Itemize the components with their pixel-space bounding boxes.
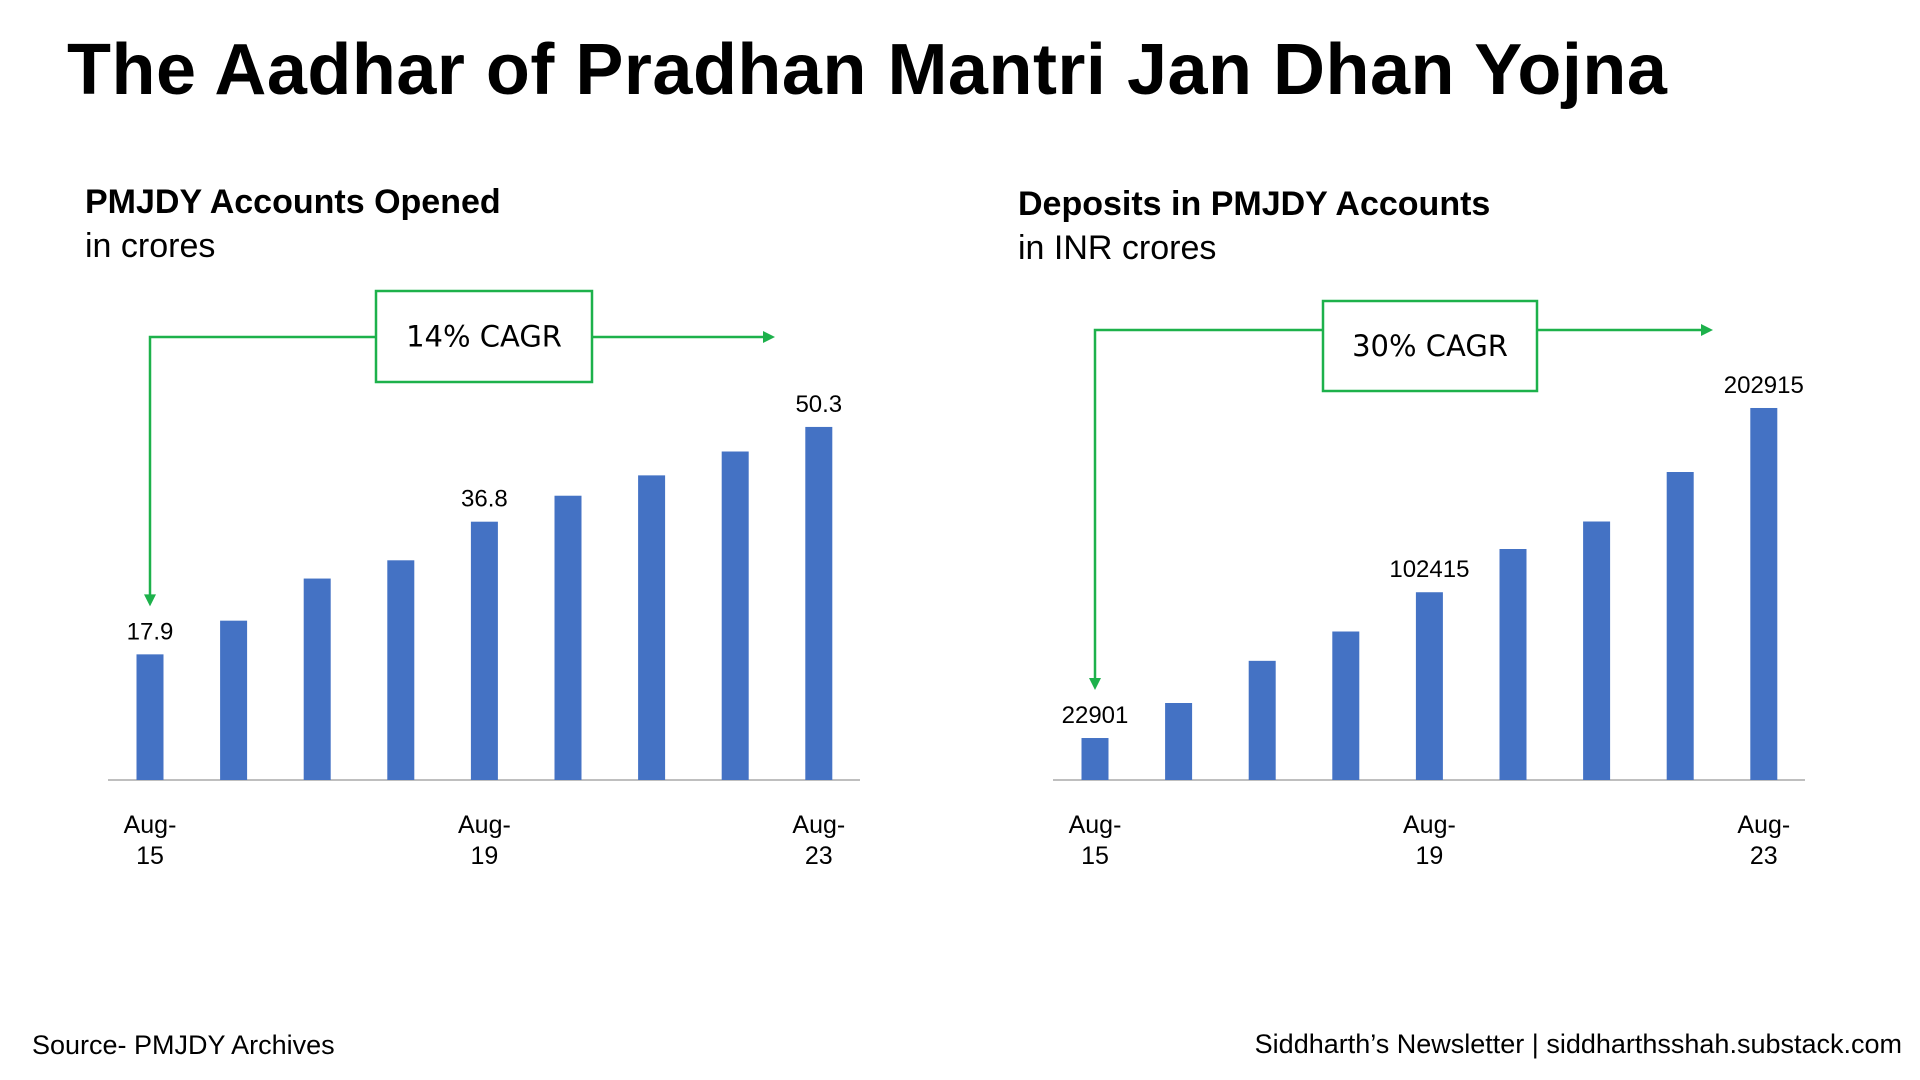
cagr-connector-left bbox=[1093, 328, 1323, 681]
x-tick-label: Aug- bbox=[124, 811, 177, 839]
x-tick-label: 15 bbox=[136, 842, 164, 870]
bar bbox=[1583, 521, 1611, 780]
deposits-chart-plot: 22901 Aug- 15 102415 Aug- 19 202915 Aug- 23 30% C… bbox=[1053, 299, 1805, 870]
page-title: The Aadhar of Pradhan Mantri Jan Dhan Yo… bbox=[67, 30, 1668, 110]
data-label: 202915 bbox=[1724, 372, 1804, 399]
x-tick-label: Aug- bbox=[792, 811, 845, 839]
bar bbox=[136, 654, 164, 780]
arrowhead-right-icon bbox=[763, 331, 775, 343]
bar bbox=[554, 495, 582, 780]
bar bbox=[1332, 631, 1360, 780]
cagr-label: 14% CAGR bbox=[406, 320, 562, 354]
x-tick-label: Aug- bbox=[1737, 811, 1790, 839]
data-label: 102415 bbox=[1389, 556, 1469, 583]
accounts-chart-plot: 17.9 Aug- 15 36.8 Aug- 19 50.3 Aug- 23 14% CAGR bbox=[108, 289, 860, 870]
x-tick-label: 15 bbox=[1081, 842, 1109, 870]
x-tick-label: Aug- bbox=[458, 811, 511, 839]
arrowhead-right-icon bbox=[1701, 324, 1713, 336]
chart-title: PMJDY Accounts Opened bbox=[85, 183, 501, 221]
chart-subtitle: in INR crores bbox=[1018, 229, 1217, 267]
accounts-chart: PMJDY Accounts Opened in crores 17.9 Aug-… bbox=[0, 170, 900, 890]
bar bbox=[1750, 407, 1778, 780]
x-tick-label: 19 bbox=[1415, 842, 1443, 870]
data-label: 36.8 bbox=[461, 486, 508, 513]
bar bbox=[1415, 592, 1443, 780]
cagr-connector-left bbox=[148, 335, 376, 597]
data-label: 17.9 bbox=[127, 618, 174, 645]
bar bbox=[1165, 703, 1193, 780]
bar bbox=[638, 475, 666, 780]
data-label: 50.3 bbox=[795, 391, 842, 418]
arrowhead-down-icon bbox=[1089, 678, 1101, 691]
data-label: 22901 bbox=[1062, 702, 1129, 729]
x-tick-label: Aug- bbox=[1069, 811, 1122, 839]
bar bbox=[805, 426, 833, 780]
x-tick-label: 23 bbox=[805, 842, 833, 870]
bar bbox=[470, 521, 498, 780]
bar bbox=[1081, 738, 1109, 780]
source-note: Source- PMJDY Archives bbox=[32, 1030, 335, 1060]
x-tick-label: 23 bbox=[1750, 842, 1778, 870]
bar bbox=[1499, 549, 1527, 780]
bar bbox=[387, 560, 415, 780]
cagr-box bbox=[1321, 299, 1539, 393]
cagr-label: 30% CAGR bbox=[1352, 329, 1508, 363]
bar bbox=[220, 620, 248, 780]
x-tick-label: Aug- bbox=[1403, 811, 1456, 839]
bar bbox=[1666, 472, 1694, 780]
deposits-chart: Deposits in PMJDY Accounts in INR crores… bbox=[943, 170, 1843, 890]
newsletter-credit: Siddharth’s Newsletter | siddharthsshah.… bbox=[1254, 1029, 1902, 1059]
chart-title: Deposits in PMJDY Accounts bbox=[1018, 185, 1491, 223]
bar bbox=[1248, 660, 1276, 780]
chart-subtitle: in crores bbox=[85, 227, 216, 265]
bar bbox=[721, 451, 749, 780]
x-tick-label: 19 bbox=[470, 842, 498, 870]
bar bbox=[303, 578, 331, 780]
arrowhead-down-icon bbox=[144, 594, 156, 607]
cagr-box bbox=[374, 289, 594, 384]
